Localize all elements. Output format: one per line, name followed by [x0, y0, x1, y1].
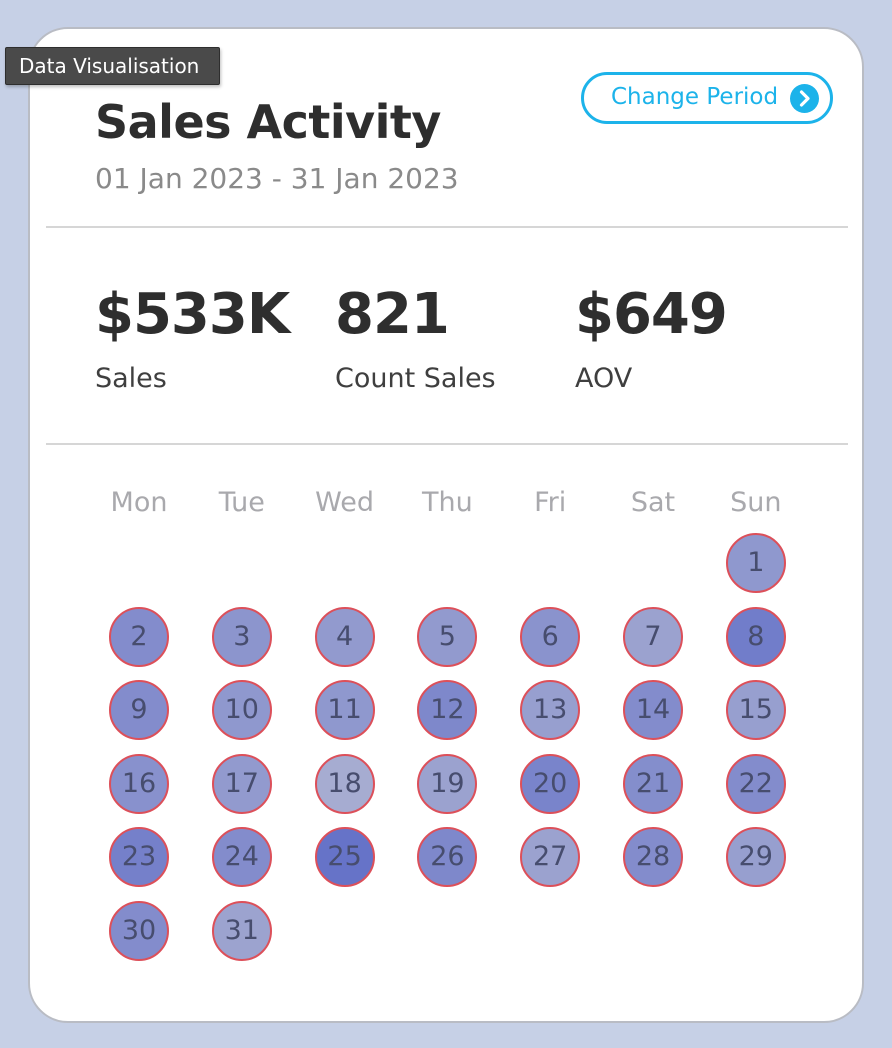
stat-label: Sales — [95, 363, 167, 394]
weekday-label-sat: Sat — [630, 487, 676, 518]
calendar-day[interactable]: 12 — [417, 680, 478, 741]
calendar-day[interactable]: 19 — [417, 753, 478, 814]
stat-label: Count Sales — [335, 363, 496, 394]
calendar-day[interactable]: 17 — [211, 753, 272, 814]
calendar-day[interactable]: 14 — [623, 680, 683, 741]
stat-sales: $533K Sales — [95, 282, 290, 395]
calendar-day[interactable]: 20 — [520, 753, 581, 814]
change-period-button[interactable]: Change Period — [581, 72, 833, 124]
calendar-day[interactable]: 28 — [623, 827, 683, 888]
weekday-label-fri: Fri — [534, 487, 567, 518]
calendar-day[interactable]: 23 — [109, 827, 169, 888]
weekday-label-thu: Thu — [422, 487, 473, 518]
calendar-day[interactable]: 25 — [314, 827, 375, 888]
calendar-day[interactable]: 8 — [725, 606, 786, 667]
calendar-day[interactable]: 11 — [314, 680, 375, 741]
change-period-label: Change Period — [611, 84, 779, 110]
stat-aov: $649 AOV — [575, 282, 728, 395]
sales-activity-card: Sales Activity 01 Jan 2023 - 31 Jan 2023… — [28, 27, 864, 1023]
calendar-day[interactable]: 2 — [109, 606, 169, 667]
stat-value: $533K — [95, 282, 290, 347]
stat-value: $649 — [575, 282, 728, 347]
calendar-day[interactable]: 16 — [109, 753, 169, 814]
date-range: 01 Jan 2023 - 31 Jan 2023 — [95, 162, 459, 195]
calendar-day[interactable]: 30 — [109, 901, 169, 961]
weekday-label-sun: Sun — [730, 487, 782, 518]
divider — [46, 443, 848, 445]
weekday-label-tue: Tue — [218, 487, 265, 518]
calendar-day[interactable]: 10 — [211, 680, 272, 741]
calendar-day[interactable]: 5 — [417, 606, 478, 667]
calendar-day[interactable]: 1 — [725, 533, 786, 593]
calendar-day[interactable]: 22 — [725, 753, 786, 814]
stat-label: AOV — [575, 363, 633, 394]
calendar-day[interactable]: 13 — [520, 680, 581, 741]
weekday-label-wed: Wed — [315, 487, 375, 518]
calendar-day[interactable]: 27 — [520, 827, 581, 888]
card-title: Sales Activity — [95, 95, 441, 149]
calendar-day[interactable]: 15 — [725, 680, 786, 741]
calendar-day[interactable]: 4 — [314, 606, 375, 667]
chevron-right-icon — [790, 84, 819, 113]
divider — [46, 226, 848, 228]
tooltip: Data Visualisation — [5, 47, 220, 85]
calendar-day[interactable]: 24 — [211, 827, 272, 888]
calendar-day[interactable]: 3 — [211, 606, 272, 667]
calendar-day[interactable]: 18 — [314, 753, 375, 814]
calendar-day[interactable]: 26 — [417, 827, 478, 888]
calendar-day[interactable]: 6 — [520, 606, 581, 667]
stat-value: 821 — [335, 282, 450, 347]
stat-count-sales: 821 Count Sales — [335, 282, 496, 395]
weekday-label-mon: Mon — [110, 487, 168, 518]
calendar-day[interactable]: 31 — [211, 901, 272, 961]
calendar-day[interactable]: 21 — [623, 753, 683, 814]
calendar-day[interactable]: 29 — [725, 827, 786, 888]
calendar-day[interactable]: 7 — [623, 606, 683, 667]
calendar-day[interactable]: 9 — [109, 680, 169, 741]
